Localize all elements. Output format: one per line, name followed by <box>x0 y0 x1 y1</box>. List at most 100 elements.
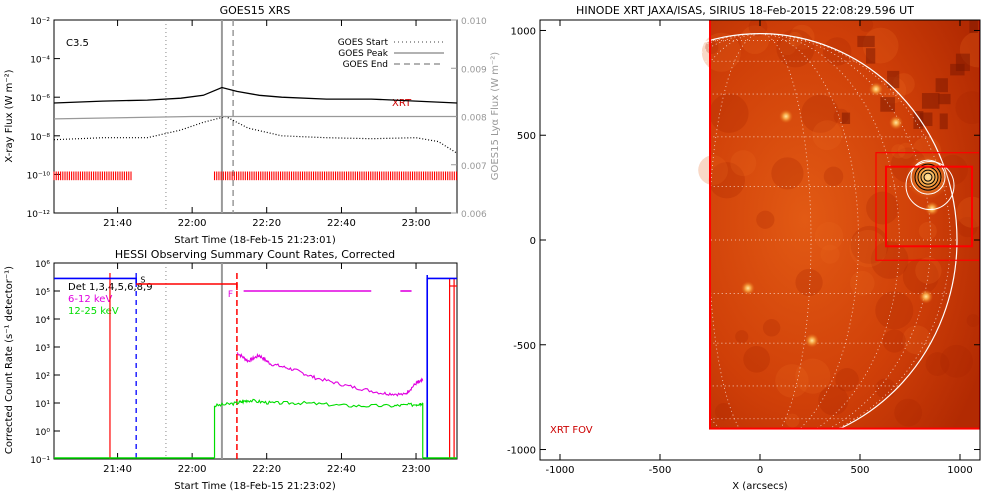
xrt-xlabel: X (arcsecs) <box>732 481 788 492</box>
xrt-image <box>562 20 980 447</box>
hessi-y-tick-label: 10⁵ <box>35 288 50 298</box>
goes-x-tick-label: 22:40 <box>327 218 356 229</box>
goes-panel: GOES15 XRS Start Time (18-Feb-15 21:23:0… <box>4 4 501 246</box>
xrt-texture-patch <box>879 76 907 104</box>
xrt-texture-patch <box>875 291 914 330</box>
xrt-texture-patch <box>940 344 973 378</box>
flare-white-contour-outer <box>905 161 955 211</box>
goes-y-tick-label: 10⁻¹⁰ <box>27 171 51 181</box>
xrt-texture-patch <box>956 196 980 228</box>
xrt-texture-patch <box>955 91 980 124</box>
goes-y2-tick-label: 0.007 <box>461 162 487 172</box>
goes-long-channel-line <box>53 86 458 104</box>
legend-goes-end: GOES End <box>343 60 388 70</box>
hessi-f-label: F <box>228 290 233 300</box>
bright-region <box>919 289 933 304</box>
hessi-x-tick-label: 21:40 <box>103 464 132 475</box>
hessi-12-25-kev-line <box>214 398 423 408</box>
xrt-texture-patch <box>779 38 796 56</box>
xrt-texture-patch <box>740 25 770 55</box>
hessi-x-tick-label: 23:00 <box>402 464 431 475</box>
goes-x-tick-label: 23:00 <box>402 218 431 229</box>
hessi-y-tick-label: 10¹ <box>35 400 50 410</box>
hessi-plot-frame <box>53 262 458 460</box>
xrt-dark-pixel-block <box>921 93 940 109</box>
legend-goes-peak: GOES Peak <box>338 49 388 59</box>
xrt-texture-patch <box>705 40 719 54</box>
xrt-y-tick-label: -500 <box>513 341 536 352</box>
xrt-dark-pixel-block <box>887 70 900 89</box>
goes-ylabel: X-ray Flux (W m⁻²) <box>4 69 15 162</box>
xrt-texture-patch <box>858 20 874 32</box>
xrt-dark-pixel-block <box>865 48 876 64</box>
xrt-texture-patch <box>698 155 728 186</box>
hessi-y-tick-label: 10⁴ <box>35 316 50 326</box>
goes-y-tick-label: 10⁻⁶ <box>30 94 50 104</box>
goes-y-tick-label: 10⁻¹² <box>27 210 51 220</box>
xrt-dark-pixel-block <box>939 113 948 130</box>
hessi-state-blue-bar-2 <box>426 277 457 459</box>
goes-y2-tick-label: 0.009 <box>461 65 487 75</box>
bright-region <box>869 82 883 97</box>
xrt-texture-patch <box>701 32 741 72</box>
bright-region <box>925 201 939 216</box>
hessi-xlabel: Start Time (18-Feb-15 21:23:02) <box>174 481 336 492</box>
xrt-texture-patch <box>882 329 906 353</box>
legend-12-25-kev: 12-25 keV <box>68 306 119 317</box>
flare-contour <box>923 172 933 182</box>
xrt-dark-pixel-block <box>938 93 951 105</box>
xrt-fov-box <box>709 20 980 430</box>
hessi-s-label: S <box>140 275 145 284</box>
hessi-6-12-kev-line <box>236 352 424 397</box>
flare-box <box>885 165 973 248</box>
flare-contour <box>914 163 942 191</box>
goes-xrt-label: XRT <box>392 98 412 109</box>
xrt-texture-patch <box>918 221 937 240</box>
xrt-texture-patch <box>709 93 749 133</box>
xrt-texture-patch <box>730 150 757 177</box>
goes-x-tick-label: 21:40 <box>103 218 132 229</box>
xrt-texture-patch <box>818 385 849 416</box>
xrt-texture-patch <box>795 268 823 297</box>
xrt-dark-pixel-block <box>841 112 851 125</box>
goes-title: GOES15 XRS <box>220 4 291 17</box>
xrt-texture-patch <box>849 229 887 268</box>
goes-y2-tick-label: 0.008 <box>461 114 487 124</box>
xrt-dark-pixel-block <box>857 35 875 48</box>
goes-y-tick-label: 10⁻⁸ <box>30 133 50 143</box>
xrt-x-tick-label: -1000 <box>545 465 574 476</box>
legend-goes-start: GOES Start <box>338 38 389 48</box>
xrt-x-tick-label: 0 <box>757 465 763 476</box>
xrt-texture-patch <box>875 378 896 399</box>
longitude-grid-line <box>588 33 932 447</box>
hessi-title: HESSI Observing Summary Count Rates, Cor… <box>115 248 395 261</box>
hessi-y-tick-label: 10³ <box>35 344 50 354</box>
xrt-texture-patch <box>925 352 950 376</box>
hessi-ylabel: Corrected Count Rate (s⁻¹ detector⁻¹) <box>4 266 15 454</box>
xrt-texture-patch <box>715 402 733 421</box>
xrt-dark-pixel-block <box>950 63 965 76</box>
goes-lya-line <box>53 115 457 120</box>
xrt-texture-patch <box>902 325 932 355</box>
hessi-panel: HESSI Observing Summary Count Rates, Cor… <box>4 248 458 492</box>
xrt-x-tick-label: 1000 <box>947 465 972 476</box>
xrt-title: HINODE XRT JAXA/ISAS, SIRIUS 18-Feb-2015… <box>576 4 914 17</box>
xrt-texture-patch <box>823 166 844 187</box>
flare-box-outer <box>875 152 980 261</box>
bright-region <box>805 333 819 348</box>
xrt-dark-pixel-block <box>880 97 895 112</box>
goes-ylabel-right: GOES15 Lyα Flux (W m⁻²) <box>490 52 501 180</box>
xrt-x-tick-label: -500 <box>649 465 672 476</box>
xrt-texture-patch <box>902 258 939 295</box>
xrt-texture-patch <box>708 162 745 199</box>
xrt-y-tick-label: 1000 <box>511 26 536 37</box>
xrt-dark-pixel-block <box>913 111 924 129</box>
hessi-state-blue-bar <box>54 277 137 284</box>
xrt-texture-patch <box>897 142 915 159</box>
xrt-texture-patch <box>891 144 906 159</box>
goes-y-tick-label: 10⁻⁴ <box>30 56 50 66</box>
goes-short-channel-line <box>53 115 458 154</box>
xrt-texture-patch <box>812 120 843 151</box>
goes-xlabel: Start Time (18-Feb-15 21:23:01) <box>174 235 336 246</box>
goes-legend: GOES Start GOES Peak GOES End <box>338 38 444 70</box>
